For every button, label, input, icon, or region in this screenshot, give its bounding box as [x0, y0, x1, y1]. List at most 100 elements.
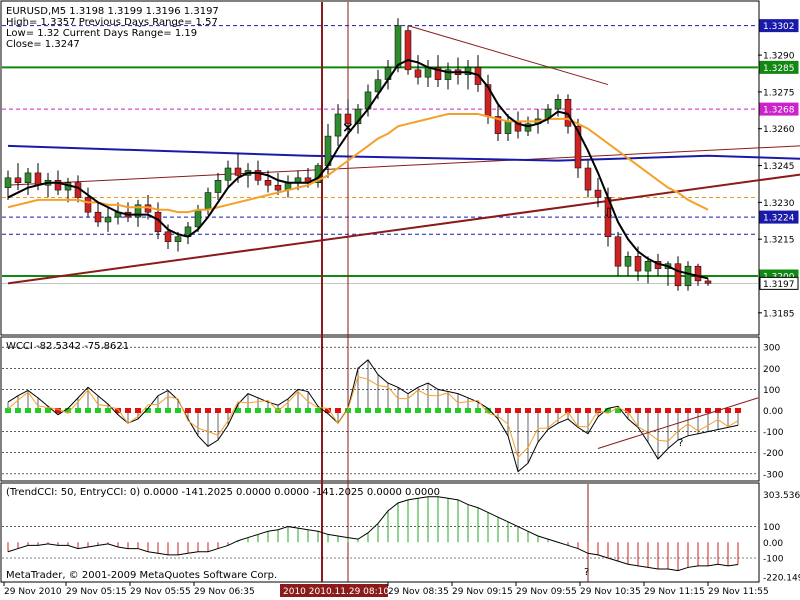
wcci-zero-dot [355, 408, 361, 413]
wcci-zero-dot [375, 408, 381, 413]
trendcci-tick-label: 0.00 [763, 539, 783, 549]
candle-body [344, 113, 352, 125]
candle-body [694, 265, 702, 282]
wcci-tick-label: 300 [763, 344, 780, 354]
wcci-zero-dot [425, 408, 431, 413]
price-tick-label: 1.3215 [763, 236, 795, 246]
candle-body [634, 256, 642, 272]
wcci-tick-label: 100 [763, 386, 780, 396]
wcci-zero-dot [725, 408, 731, 413]
candle-body [554, 99, 562, 110]
wcci-zero-dot [25, 408, 31, 413]
wcci-zero-dot [325, 408, 331, 413]
ma-fast-line [7, 58, 709, 280]
trendline [407, 25, 609, 86]
wcci-zero-dot [225, 408, 231, 413]
wcci-layer: ? [2, 346, 759, 475]
price-tick-label: 1.3230 [763, 199, 795, 209]
candle-body [334, 113, 342, 137]
candle-body [374, 79, 382, 93]
candle-body [24, 172, 32, 183]
wcci-zero-dot [575, 408, 581, 413]
wcci-zero-dot [485, 408, 491, 413]
time-highlight-box [280, 584, 388, 597]
time-tick-label: 29 Nov 06:35 [194, 587, 255, 597]
candle-body [104, 216, 112, 223]
wcci-zero-dot [475, 408, 481, 413]
wcci-zero-dot [615, 408, 621, 413]
wcci-zero-dot [5, 408, 11, 413]
wcci-annotation: ? [678, 438, 683, 449]
time-tick-label: 29 Nov 08:35 [388, 587, 449, 597]
wcci-zero-dot [335, 408, 341, 413]
candle-body [524, 123, 532, 132]
wcci-zero-dot [605, 408, 611, 413]
trendcci-title: (TrendCCI: 50, EntryCCI: 0) 0.0000 -141.… [6, 487, 440, 498]
wcci-zero-dot [645, 408, 651, 413]
price-tick-label: 1.3185 [763, 309, 795, 319]
time-tick-label: 29 Nov 2010 [4, 587, 62, 597]
wcci-zero-dot [205, 408, 211, 413]
wcci-zero-dot [65, 408, 71, 413]
wcci-zero-dot [245, 408, 251, 413]
price-tick-label: 1.3268 [763, 106, 795, 116]
wcci-zero-dot [495, 408, 501, 413]
wcci-zero-dot [155, 408, 161, 413]
candle-body [614, 236, 622, 267]
price-tag [759, 19, 799, 33]
wcci-zero-dot [695, 408, 701, 413]
candle-body [254, 170, 262, 181]
price-tag [759, 276, 799, 290]
wcci-zero-dot [265, 408, 271, 413]
wcci-zero-dot [515, 408, 521, 413]
high-line: High= 1.3357 Previous Days Range= 1.57 [6, 17, 218, 28]
wcci-zero-dot [295, 408, 301, 413]
time-tick-label: 29 Nov 05:55 [130, 587, 191, 597]
candle-body [464, 67, 472, 75]
candle-body [504, 121, 512, 134]
candle-body [164, 231, 172, 242]
wcci-zero-dot [705, 408, 711, 413]
candle-body [414, 69, 422, 78]
wcci-zero-dot [685, 408, 691, 413]
candle-body [264, 180, 272, 186]
candle-body [574, 126, 582, 169]
wcci-zero-dot [305, 408, 311, 413]
price-tick-label: 1.3275 [763, 88, 795, 98]
wcci-zero-dot [365, 408, 371, 413]
wcci-zero-dot [145, 408, 151, 413]
trendcci-tick-label: -220.149 [763, 573, 800, 583]
wcci-zero-dot [555, 408, 561, 413]
candle-body [584, 167, 592, 191]
wcci-zero-dot [735, 408, 741, 413]
price-layer: ×⇩ [2, 2, 800, 582]
candle-body [494, 116, 502, 134]
time-highlight-label: 2010 2010.11.29 08:10 [283, 587, 389, 597]
candle-body [274, 184, 282, 191]
wcci-zero-dot [395, 408, 401, 413]
wcci-zero-dot [125, 408, 131, 413]
time-tick-label: 29 Nov 09:55 [516, 587, 577, 597]
wcci-zero-dot [175, 408, 181, 413]
time-tick-label: 29 Nov 11:55 [708, 587, 769, 597]
trendcci-annotation: ? [584, 567, 589, 578]
ma-long-line [7, 144, 800, 162]
candle-body [174, 236, 182, 242]
wcci-zero-dot [165, 408, 171, 413]
wcci-zero-dot [95, 408, 101, 413]
wcci-zero-dot [465, 408, 471, 413]
wcci-tick-label: -300 [763, 470, 784, 480]
wcci-zero-dot [405, 408, 411, 413]
wcci-zero-dot [445, 408, 451, 413]
wcci-zero-dot [435, 408, 441, 413]
wcci-zero-dot [385, 408, 391, 413]
candle-body [624, 256, 632, 267]
price-tick-label: 1.3245 [763, 162, 795, 172]
candle-body [234, 167, 242, 176]
wcci-tick-label: -200 [763, 449, 784, 459]
wcci-zero-dot [535, 408, 541, 413]
low-line: Low= 1.32 Current Days Range= 1.19 [6, 28, 197, 39]
candle-body [4, 177, 12, 188]
wcci-zero-dot [545, 408, 551, 413]
candle-body [34, 172, 42, 186]
